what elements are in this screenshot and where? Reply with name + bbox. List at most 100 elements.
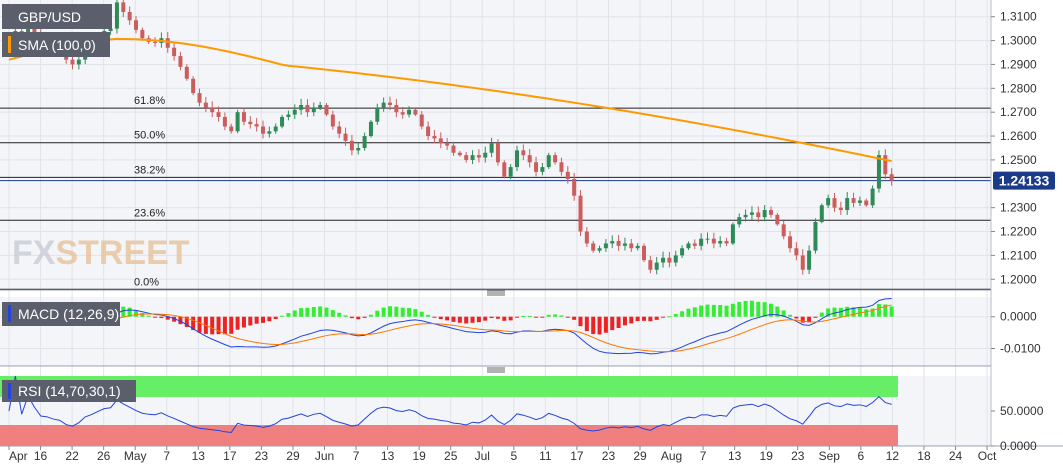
candle-body (451, 145, 456, 153)
candle-body (654, 262, 659, 270)
candle-body (426, 126, 431, 137)
candle-body (464, 155, 469, 160)
candle-body (432, 136, 437, 139)
current-price-value: 1.24133 (999, 173, 1050, 189)
macd-histogram-bar (318, 306, 323, 317)
sma-legend[interactable]: SMA (100,0) (2, 32, 110, 57)
macd-histogram-bar (540, 316, 545, 318)
macd-tick-label: 0.0000 (1000, 310, 1037, 324)
macd-histogram-bar (248, 316, 253, 326)
macd-histogram-bar (826, 308, 831, 317)
macd-histogram-bar (419, 311, 424, 317)
candle-body (851, 198, 856, 203)
candle-body (184, 66, 189, 79)
x-tick-label: 24 (949, 449, 963, 463)
candle-body (502, 162, 507, 177)
macd-histogram-bar (788, 314, 793, 317)
macd-histogram-bar (165, 316, 170, 320)
x-tick-label: 29 (633, 449, 647, 463)
macd-histogram-bar (400, 307, 405, 317)
macd-histogram-bar (724, 305, 729, 317)
candle-body (616, 241, 621, 246)
price-tick-label: 1.2800 (1000, 81, 1037, 95)
candle-body (889, 174, 894, 181)
x-axis-labels: Apr 16 22 26 May 7 13 17 23 29 Jun 7 13 19 25 Jul 5 11 17 2… (8, 446, 997, 463)
candle-body (381, 102, 386, 108)
candle-body (559, 162, 564, 172)
rsi-tick-label: 50.0000 (1000, 404, 1044, 418)
x-tick-label: 6 (858, 449, 865, 463)
macd-histogram-bar (584, 316, 589, 332)
fib-level-label: 23.6% (134, 207, 165, 219)
candle-body (629, 243, 634, 249)
watermark-logo: FXSTREET (12, 234, 190, 272)
candle-body (407, 109, 412, 115)
candle-body (127, 11, 132, 21)
rsi-legend[interactable]: RSI (14,70,30,1) (2, 380, 136, 402)
sma-line (8, 37, 892, 163)
macd-histogram-bar (134, 309, 138, 317)
rsi-axis-labels: 50.0000 0.0000 (991, 404, 1044, 453)
macd-histogram-bar (648, 316, 653, 322)
macd-histogram-bar (241, 316, 246, 328)
macd-histogram-bar (807, 316, 812, 323)
sma-color-swatch (8, 36, 11, 53)
candle-body (299, 105, 304, 110)
macd-histogram-bar (642, 316, 646, 321)
candle-body (686, 243, 691, 249)
macd-histogram-bar (572, 316, 577, 320)
candle-body (489, 143, 494, 153)
macd-histogram-bar (483, 316, 488, 321)
price-tick-label: 1.2100 (1000, 248, 1037, 262)
candle-body (718, 241, 723, 244)
candle-body (292, 109, 297, 115)
macd-histogram-bar (121, 306, 126, 317)
candle-body (584, 231, 589, 244)
pane-resize-handle-1[interactable] (485, 289, 507, 298)
macd-histogram-bar (610, 316, 615, 331)
macd-histogram-bar (172, 316, 177, 322)
macd-histogram-bar (489, 316, 494, 319)
sma-legend-label: SMA (100,0) (18, 37, 96, 53)
candle-body (356, 147, 361, 151)
candle-body (76, 59, 81, 65)
candle-body (32, 26, 37, 34)
macd-histogram-bar (178, 316, 183, 325)
candle-body (419, 114, 424, 127)
candle-body (534, 162, 539, 172)
macd-histogram-bar (686, 308, 691, 317)
x-tick-label: 26 (97, 449, 111, 463)
x-tick-label: 25 (444, 449, 458, 463)
macd-legend[interactable]: MACD (12,26,9) (2, 302, 120, 326)
x-tick-label: Aug (661, 449, 682, 463)
candle-body (794, 248, 799, 256)
candle-body (375, 107, 380, 122)
candle-body (368, 121, 373, 137)
candle-body (153, 41, 158, 43)
macd-histogram-bar (153, 316, 158, 318)
rsi-tick-label: 0.0000 (1000, 439, 1037, 453)
vertical-gridlines (8, 0, 988, 446)
macd-histogram-bar (451, 316, 456, 322)
macd-histogram-bar (375, 310, 380, 317)
symbol-label: GBP/USD (18, 9, 81, 25)
macd-histogram-bar (654, 316, 659, 320)
candle-body (267, 131, 272, 134)
macd-histogram-bar (718, 304, 723, 317)
candle-body (807, 250, 812, 270)
candle-body (521, 150, 526, 156)
macd-histogram-bar (578, 316, 583, 327)
macd-histogram-bar (254, 316, 259, 324)
price-tick-label: 1.2600 (1000, 129, 1037, 143)
macd-histogram-bar (622, 316, 627, 326)
candle-body (705, 238, 710, 240)
macd-histogram-bar (432, 316, 437, 318)
macd-histogram-bar (889, 306, 894, 317)
symbol-legend[interactable]: GBP/USD (2, 4, 112, 29)
macd-histogram-bar (673, 314, 678, 317)
candle-body (248, 121, 253, 125)
x-tick-label: 17 (223, 449, 237, 463)
x-tick-label: 12 (886, 449, 900, 463)
pane-resize-handle-2[interactable] (485, 366, 507, 375)
